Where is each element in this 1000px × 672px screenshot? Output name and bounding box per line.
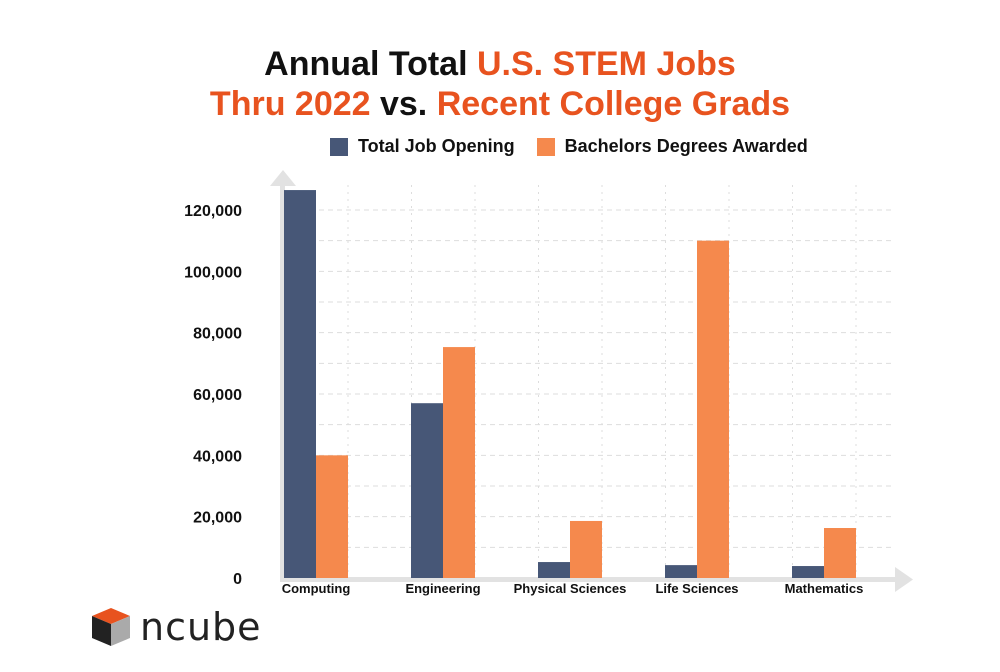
legend-label: Bachelors Degrees Awarded xyxy=(564,136,808,156)
y-tick-label: 0 xyxy=(233,571,242,588)
legend-swatch xyxy=(330,137,348,156)
y-axis-arrow xyxy=(270,170,296,186)
y-tick-label: 40,000 xyxy=(193,448,242,465)
y-tick-label: 120,000 xyxy=(184,203,242,220)
bar-degrees xyxy=(316,455,348,578)
legend-item-jobs: Total Job Opening xyxy=(330,136,515,157)
y-axis xyxy=(280,185,285,581)
cube-icon xyxy=(92,608,130,646)
bar-jobs xyxy=(284,190,316,579)
chart-title-line-1: Annual Total U.S. STEM Jobs xyxy=(264,45,736,83)
bar-jobs xyxy=(538,562,570,578)
y-tick-label: 80,000 xyxy=(193,326,242,343)
chart-title-line-2: Thru 2022 vs. Recent College Grads xyxy=(209,85,791,123)
x-tick-label: Life Sciences xyxy=(655,581,738,596)
y-tick-label: 60,000 xyxy=(193,387,242,404)
bar-degrees xyxy=(824,528,856,578)
bar-jobs xyxy=(792,566,824,578)
bar-degrees xyxy=(443,347,475,578)
legend-label: Total Job Opening xyxy=(358,136,515,156)
x-axis-arrow xyxy=(895,567,913,592)
bar-jobs xyxy=(665,565,697,578)
legend-swatch xyxy=(536,137,555,156)
ncube-logo: ncube xyxy=(90,605,262,649)
x-tick-label: Mathematics xyxy=(785,581,864,596)
legend: Total Job Opening Bachelors Degrees Awar… xyxy=(330,136,808,157)
bar-degrees xyxy=(697,240,729,578)
bar-degrees xyxy=(570,520,602,578)
y-tick-label: 100,000 xyxy=(184,264,242,281)
legend-item-degrees: Bachelors Degrees Awarded xyxy=(536,136,808,157)
x-tick-label: Physical Sciences xyxy=(514,581,627,596)
y-tick-label: 20,000 xyxy=(193,510,242,527)
x-axis xyxy=(280,577,895,582)
bar-jobs xyxy=(411,403,443,578)
x-tick-label: Engineering xyxy=(405,581,480,596)
logo-text: ncube xyxy=(140,605,262,649)
x-tick-label: Computing xyxy=(282,581,351,596)
